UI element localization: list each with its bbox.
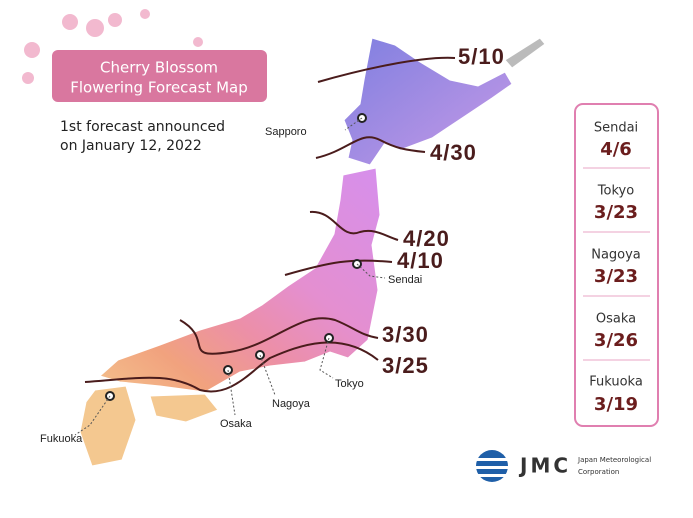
isoline <box>284 259 393 276</box>
logo-name: Japan Meteorological <box>577 456 651 464</box>
forecast-panel <box>574 103 659 427</box>
isoline-label: 3/25 <box>382 353 429 378</box>
panel-date: 3/23 <box>594 266 638 287</box>
kyushu <box>79 385 137 467</box>
panel-date: 4/6 <box>600 139 632 160</box>
panel-city: Sendai <box>594 121 638 136</box>
isoline-label: 4/20 <box>403 226 450 251</box>
logo-name: Corporation <box>578 468 619 476</box>
city-label: Fukuoka <box>40 433 83 445</box>
panel-city: Osaka <box>596 312 636 327</box>
logo-icon <box>474 450 510 482</box>
shikoku <box>149 393 219 423</box>
city-markers <box>74 113 386 436</box>
panel-date: 3/26 <box>594 330 638 351</box>
isoline <box>179 317 379 355</box>
isoline <box>315 136 426 159</box>
title: Flowering Forecast Map <box>70 79 248 97</box>
islands <box>504 37 546 69</box>
isoline <box>317 56 456 83</box>
panel-city: Tokyo <box>597 184 634 199</box>
city-label: Sendai <box>388 274 422 286</box>
isoline-label: 5/10 <box>458 44 505 69</box>
isoline-label: 4/30 <box>430 140 477 165</box>
panel-city: Nagoya <box>591 248 641 263</box>
city-label: Sapporo <box>265 126 307 138</box>
panel-date: 3/23 <box>594 202 638 223</box>
city-label: Tokyo <box>335 378 364 390</box>
honshu <box>98 167 381 393</box>
panel-date: 3/19 <box>594 394 638 415</box>
isolines <box>84 56 456 393</box>
isoline-label: 4/10 <box>397 248 444 273</box>
title-box <box>52 50 267 102</box>
city-label: Nagoya <box>272 398 311 410</box>
subtitle: on January 12, 2022 <box>60 138 202 154</box>
panel-dividers <box>583 167 650 361</box>
isoline <box>84 341 379 393</box>
isoline <box>309 210 399 241</box>
petals <box>22 9 203 84</box>
hokkaido <box>343 37 513 166</box>
city-label: Osaka <box>220 418 253 430</box>
logo-mark: JMC <box>518 454 571 478</box>
land <box>79 37 546 467</box>
isoline-label: 3/30 <box>382 322 429 347</box>
subtitle: 1st forecast announced <box>60 119 225 135</box>
panel-city: Fukuoka <box>589 375 643 390</box>
title: Cherry Blossom <box>100 59 218 77</box>
